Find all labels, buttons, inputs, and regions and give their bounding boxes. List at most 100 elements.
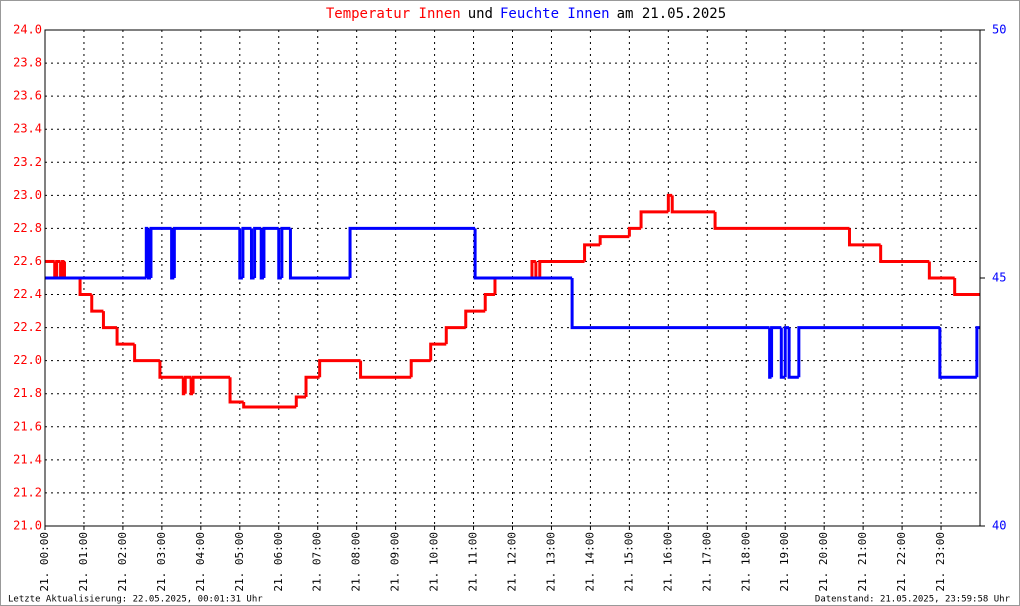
x-tick-label: 21. 05:00 xyxy=(233,532,246,592)
step-segment xyxy=(348,226,476,278)
y2-tick-label: 50 xyxy=(992,23,1006,37)
x-tick-label: 21. 23:00 xyxy=(934,532,947,592)
y-tick-label: 22.4 xyxy=(13,287,42,301)
x-tick-label: 21. 18:00 xyxy=(739,532,752,592)
step-segment xyxy=(172,226,240,278)
step-segment xyxy=(847,228,881,247)
x-tick-label: 21. 17:00 xyxy=(700,532,713,592)
x-tick-label: 21. 21:00 xyxy=(856,532,869,592)
step-segment xyxy=(133,344,160,363)
step-segment xyxy=(639,210,669,229)
step-segment xyxy=(787,327,799,379)
y-tick-label: 23.4 xyxy=(13,122,42,136)
step-segment xyxy=(797,326,940,378)
step-segment xyxy=(953,278,980,297)
x-tick-label: 21. 03:00 xyxy=(155,532,168,592)
step-segment xyxy=(294,395,307,407)
step-segment xyxy=(598,235,630,245)
y-tick-label: 24.0 xyxy=(13,23,42,37)
step-segment xyxy=(770,326,782,378)
step-segment xyxy=(938,327,977,379)
step-segment xyxy=(262,226,279,278)
step-segment xyxy=(570,278,770,330)
footer-right: Datenstand: 21.05.2025, 23:59:58 Uhr xyxy=(815,595,1011,605)
x-tick-label: 21. 12:00 xyxy=(506,532,519,592)
y-tick-label: 22.6 xyxy=(13,254,42,268)
step-segment xyxy=(149,226,172,278)
chart-title: Temperatur Innen und Feuchte Innen am 21.05… xyxy=(326,6,726,22)
step-segment xyxy=(409,359,431,378)
x-tick-label: 21. 04:00 xyxy=(194,532,207,592)
step-segment xyxy=(670,195,716,214)
step-segment xyxy=(483,293,495,312)
step-segment xyxy=(666,193,673,212)
step-segment xyxy=(444,326,466,345)
y-tick-label: 23.0 xyxy=(13,188,42,202)
step-segment xyxy=(280,226,291,278)
y2-tick-label: 40 xyxy=(992,519,1006,533)
step-segment xyxy=(253,226,262,278)
step-segment xyxy=(183,375,192,394)
x-tick-label: 21. 00:00 xyxy=(38,532,51,592)
step-segment xyxy=(191,375,231,394)
title-part: Feuchte Innen xyxy=(500,6,610,22)
y-tick-label: 22.8 xyxy=(13,221,42,235)
step-segment xyxy=(927,261,955,280)
y-tick-label: 23.8 xyxy=(13,56,42,70)
step-segment xyxy=(78,278,92,297)
step-segment xyxy=(101,311,118,330)
y-tick-label: 21.6 xyxy=(13,419,42,433)
x-tick-label: 21. 07:00 xyxy=(311,532,324,592)
x-tick-label: 21. 14:00 xyxy=(583,532,596,592)
step-segment xyxy=(473,228,573,280)
y-tick-label: 21.2 xyxy=(13,485,42,499)
step-segment xyxy=(318,359,361,378)
step-segment xyxy=(115,327,135,346)
y-tick-label: 21.0 xyxy=(13,519,42,533)
step-segment xyxy=(304,375,320,398)
step-segment xyxy=(241,226,252,278)
y2-tick-label: 45 xyxy=(992,271,1006,285)
x-tick-label: 21. 22:00 xyxy=(895,532,908,592)
step-segment xyxy=(90,294,104,313)
title-part: und xyxy=(468,6,493,22)
x-tick-label: 21. 15:00 xyxy=(622,532,635,592)
step-segment xyxy=(359,360,412,379)
plot-frame xyxy=(44,29,981,527)
step-segment xyxy=(429,342,447,361)
x-tick-label: 21. 06:00 xyxy=(272,532,285,592)
step-segment xyxy=(975,326,980,378)
title-part: Temperatur Innen xyxy=(326,6,461,22)
step-segment xyxy=(627,226,642,237)
y-tick-label: 22.0 xyxy=(13,353,42,367)
y-tick-label: 23.6 xyxy=(13,89,42,103)
step-segment xyxy=(228,377,244,404)
step-segment xyxy=(538,259,585,278)
x-tick-label: 21. 20:00 xyxy=(817,532,830,592)
x-tick-label: 21. 13:00 xyxy=(544,532,557,592)
x-tick-label: 21. 08:00 xyxy=(350,532,363,592)
step-segment xyxy=(464,309,486,328)
title-part: am 21.05.2025 xyxy=(617,6,727,22)
y-tick-label: 21.4 xyxy=(13,452,42,466)
step-segment xyxy=(713,211,850,230)
x-tick-label: 21. 19:00 xyxy=(778,532,791,592)
y-tick-label: 21.8 xyxy=(13,386,42,400)
x-tick-label: 21. 11:00 xyxy=(467,532,480,592)
step-segment xyxy=(288,228,351,280)
step-segment xyxy=(242,402,297,409)
x-tick-label: 21. 01:00 xyxy=(77,532,90,592)
x-tick-label: 21. 02:00 xyxy=(116,532,129,592)
step-segment xyxy=(158,360,184,379)
x-tick-label: 21. 16:00 xyxy=(661,532,674,592)
step-segment xyxy=(879,244,930,263)
x-tick-label: 21. 10:00 xyxy=(428,532,441,592)
y-tick-label: 23.2 xyxy=(13,155,42,169)
x-tick-label: 21. 09:00 xyxy=(389,532,402,592)
y-tick-label: 22.2 xyxy=(13,320,42,334)
footer-left: Letzte Aktualisierung: 22.05.2025, 00:01… xyxy=(8,595,263,605)
step-segment xyxy=(583,243,601,262)
